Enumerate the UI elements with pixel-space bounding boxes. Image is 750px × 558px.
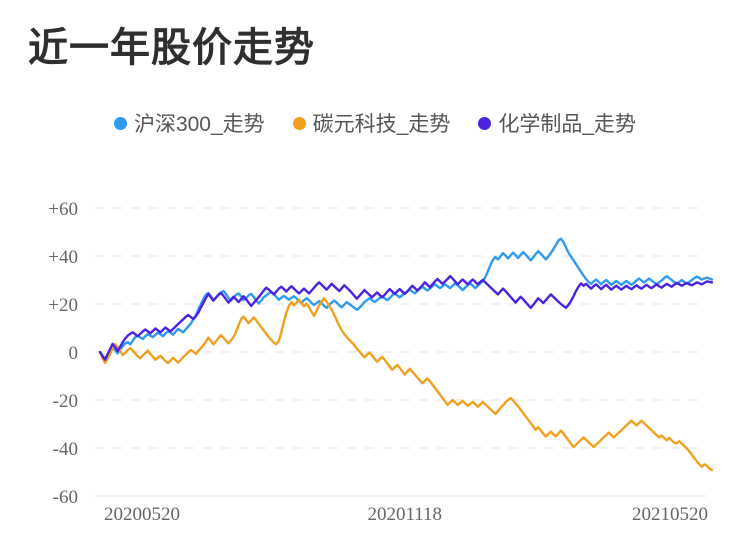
gridlines	[95, 207, 706, 497]
legend-dot-icon	[113, 116, 127, 130]
page-title: 近一年股价走势	[28, 26, 315, 70]
series-line-2	[98, 274, 714, 361]
y-axis-tick-label: -40	[53, 439, 78, 460]
legend-item-2[interactable]: 化学制品_走势	[478, 108, 636, 138]
x-axis-tick-label: 20210520	[632, 504, 708, 525]
series-line-1	[98, 297, 714, 472]
legend-dot-icon	[478, 116, 492, 130]
chart-legend: 沪深300_走势 碳元科技_走势 化学制品_走势	[0, 108, 750, 138]
y-axis-tick-label: -60	[53, 487, 78, 508]
legend-item-0[interactable]: 沪深300_走势	[113, 108, 265, 138]
legend-label: 沪深300_走势	[133, 113, 265, 136]
x-axis-tick-label: 20201118	[367, 504, 442, 525]
x-axis-tick-label: 20200520	[104, 504, 180, 525]
y-axis-tick-label: +60	[48, 199, 78, 220]
y-axis-tick-label: +40	[48, 247, 78, 268]
series-lines	[98, 237, 714, 472]
legend-label: 化学制品_走势	[498, 113, 637, 136]
x-axis-ticks: 20200520 20201118 20210520	[104, 504, 708, 525]
legend-item-1[interactable]: 碳元科技_走势	[292, 108, 451, 138]
y-axis-tick-label: 0	[69, 343, 79, 364]
legend-dot-icon	[292, 116, 306, 130]
y-axis-ticks: +60 +40 +20 0 -20 -40 -60	[48, 199, 78, 508]
y-axis-tick-label: -20	[53, 391, 78, 412]
legend-label: 碳元科技_走势	[312, 113, 451, 136]
y-axis-tick-label: +20	[48, 295, 78, 316]
